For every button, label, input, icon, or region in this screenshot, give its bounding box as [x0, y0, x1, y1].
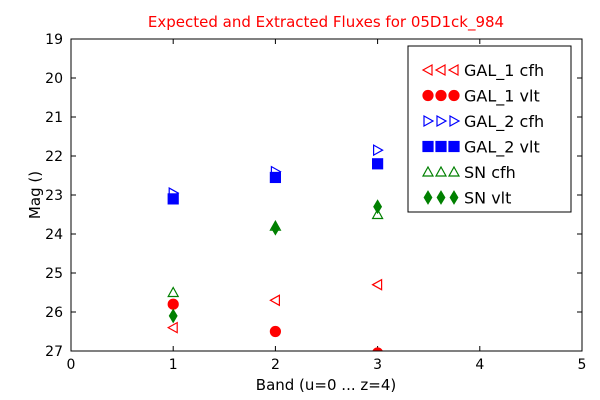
- legend-marker-sn-vlt-2: [449, 190, 459, 205]
- point-gal-1-cfh-2: [371, 278, 383, 291]
- legend-marker-sn-cfh-0: [421, 165, 435, 177]
- legend-label: SN vlt: [464, 189, 511, 208]
- legend-label: GAL_2 cfh: [464, 112, 544, 132]
- y-tick-label: 23: [45, 188, 63, 204]
- y-tick-label: 26: [45, 305, 63, 321]
- point-gal-1-cfh-0: [166, 321, 178, 334]
- point-gal-2-vlt-2: [372, 158, 384, 170]
- x-tick-label: 4: [475, 357, 484, 373]
- legend-marker-gal-1-vlt-1: [435, 89, 447, 102]
- legend-marker-sn-vlt-1: [436, 190, 446, 205]
- point-sn-cfh-2: [371, 208, 384, 220]
- x-tick-label: 1: [169, 357, 178, 373]
- point-gal-2-cfh-2: [373, 144, 384, 157]
- legend-marker-sn-vlt-0: [423, 190, 433, 205]
- y-tick-label: 25: [45, 266, 63, 282]
- point-sn-cfh-0: [167, 286, 180, 298]
- legend-box: [407, 45, 572, 213]
- plot-frame: [70, 38, 583, 352]
- legend-label: GAL_1 cfh: [464, 61, 544, 81]
- legend-marker-gal-1-cfh-2: [447, 63, 459, 77]
- point-gal-1-vlt-0: [167, 298, 179, 310]
- legend-label: GAL_2 vlt: [464, 138, 540, 158]
- x-tick-label: 2: [271, 357, 280, 373]
- legend-marker-sn-cfh-1: [434, 165, 448, 177]
- y-tick-label: 22: [45, 149, 63, 165]
- legend-marker-gal-2-cfh-2: [449, 114, 461, 128]
- legend-marker-gal-2-vlt-0: [422, 140, 434, 153]
- y-tick-label: 20: [45, 71, 63, 87]
- legend-marker-gal-1-vlt-2: [448, 89, 460, 102]
- legend-label: SN cfh: [464, 163, 516, 182]
- point-gal-1-cfh-1: [269, 294, 280, 307]
- chart-title: Expected and Extracted Fluxes for 05D1ck…: [148, 13, 504, 32]
- legend-marker-gal-1-cfh-1: [434, 63, 446, 77]
- point-gal-1-vlt-2: [372, 347, 383, 351]
- point-sn-vlt-2: [373, 199, 383, 215]
- series-group: [166, 144, 384, 351]
- point-sn-vlt-0: [168, 308, 178, 324]
- point-gal-1-vlt-1: [269, 325, 281, 338]
- x-tick-label: 5: [578, 357, 587, 373]
- y-tick-label: 24: [45, 227, 63, 243]
- point-gal-2-vlt-1: [269, 171, 281, 184]
- legend-marker-gal-2-cfh-0: [423, 114, 435, 128]
- legend-label: GAL_1 vlt: [464, 87, 540, 107]
- legend-marker-gal-2-vlt-1: [435, 140, 447, 153]
- point-gal-2-vlt-0: [167, 193, 179, 205]
- y-tick-label: 27: [45, 344, 63, 360]
- x-tick-label: 0: [67, 357, 76, 373]
- legend-marker-gal-2-cfh-1: [436, 114, 448, 128]
- legend-marker-gal-2-vlt-2: [448, 140, 460, 153]
- data-points: [166, 144, 384, 351]
- y-tick-label: 21: [45, 110, 63, 126]
- x-tick-label: 3: [373, 357, 382, 373]
- legend: GAL_1 cfh GAL_1 vlt GAL_2 cfh GAL_2 vlt SN c…: [407, 45, 572, 213]
- y-axis-label: Mag (): [26, 171, 44, 219]
- legend-marker-gal-1-cfh-0: [421, 63, 433, 77]
- y-tick-label: 19: [45, 32, 63, 48]
- legend-marker-sn-cfh-2: [447, 165, 461, 177]
- legend-marker-gal-1-vlt-0: [422, 89, 434, 102]
- x-axis-label: Band (u=0 ... z=4): [256, 376, 396, 394]
- point-sn-vlt-1: [270, 220, 280, 236]
